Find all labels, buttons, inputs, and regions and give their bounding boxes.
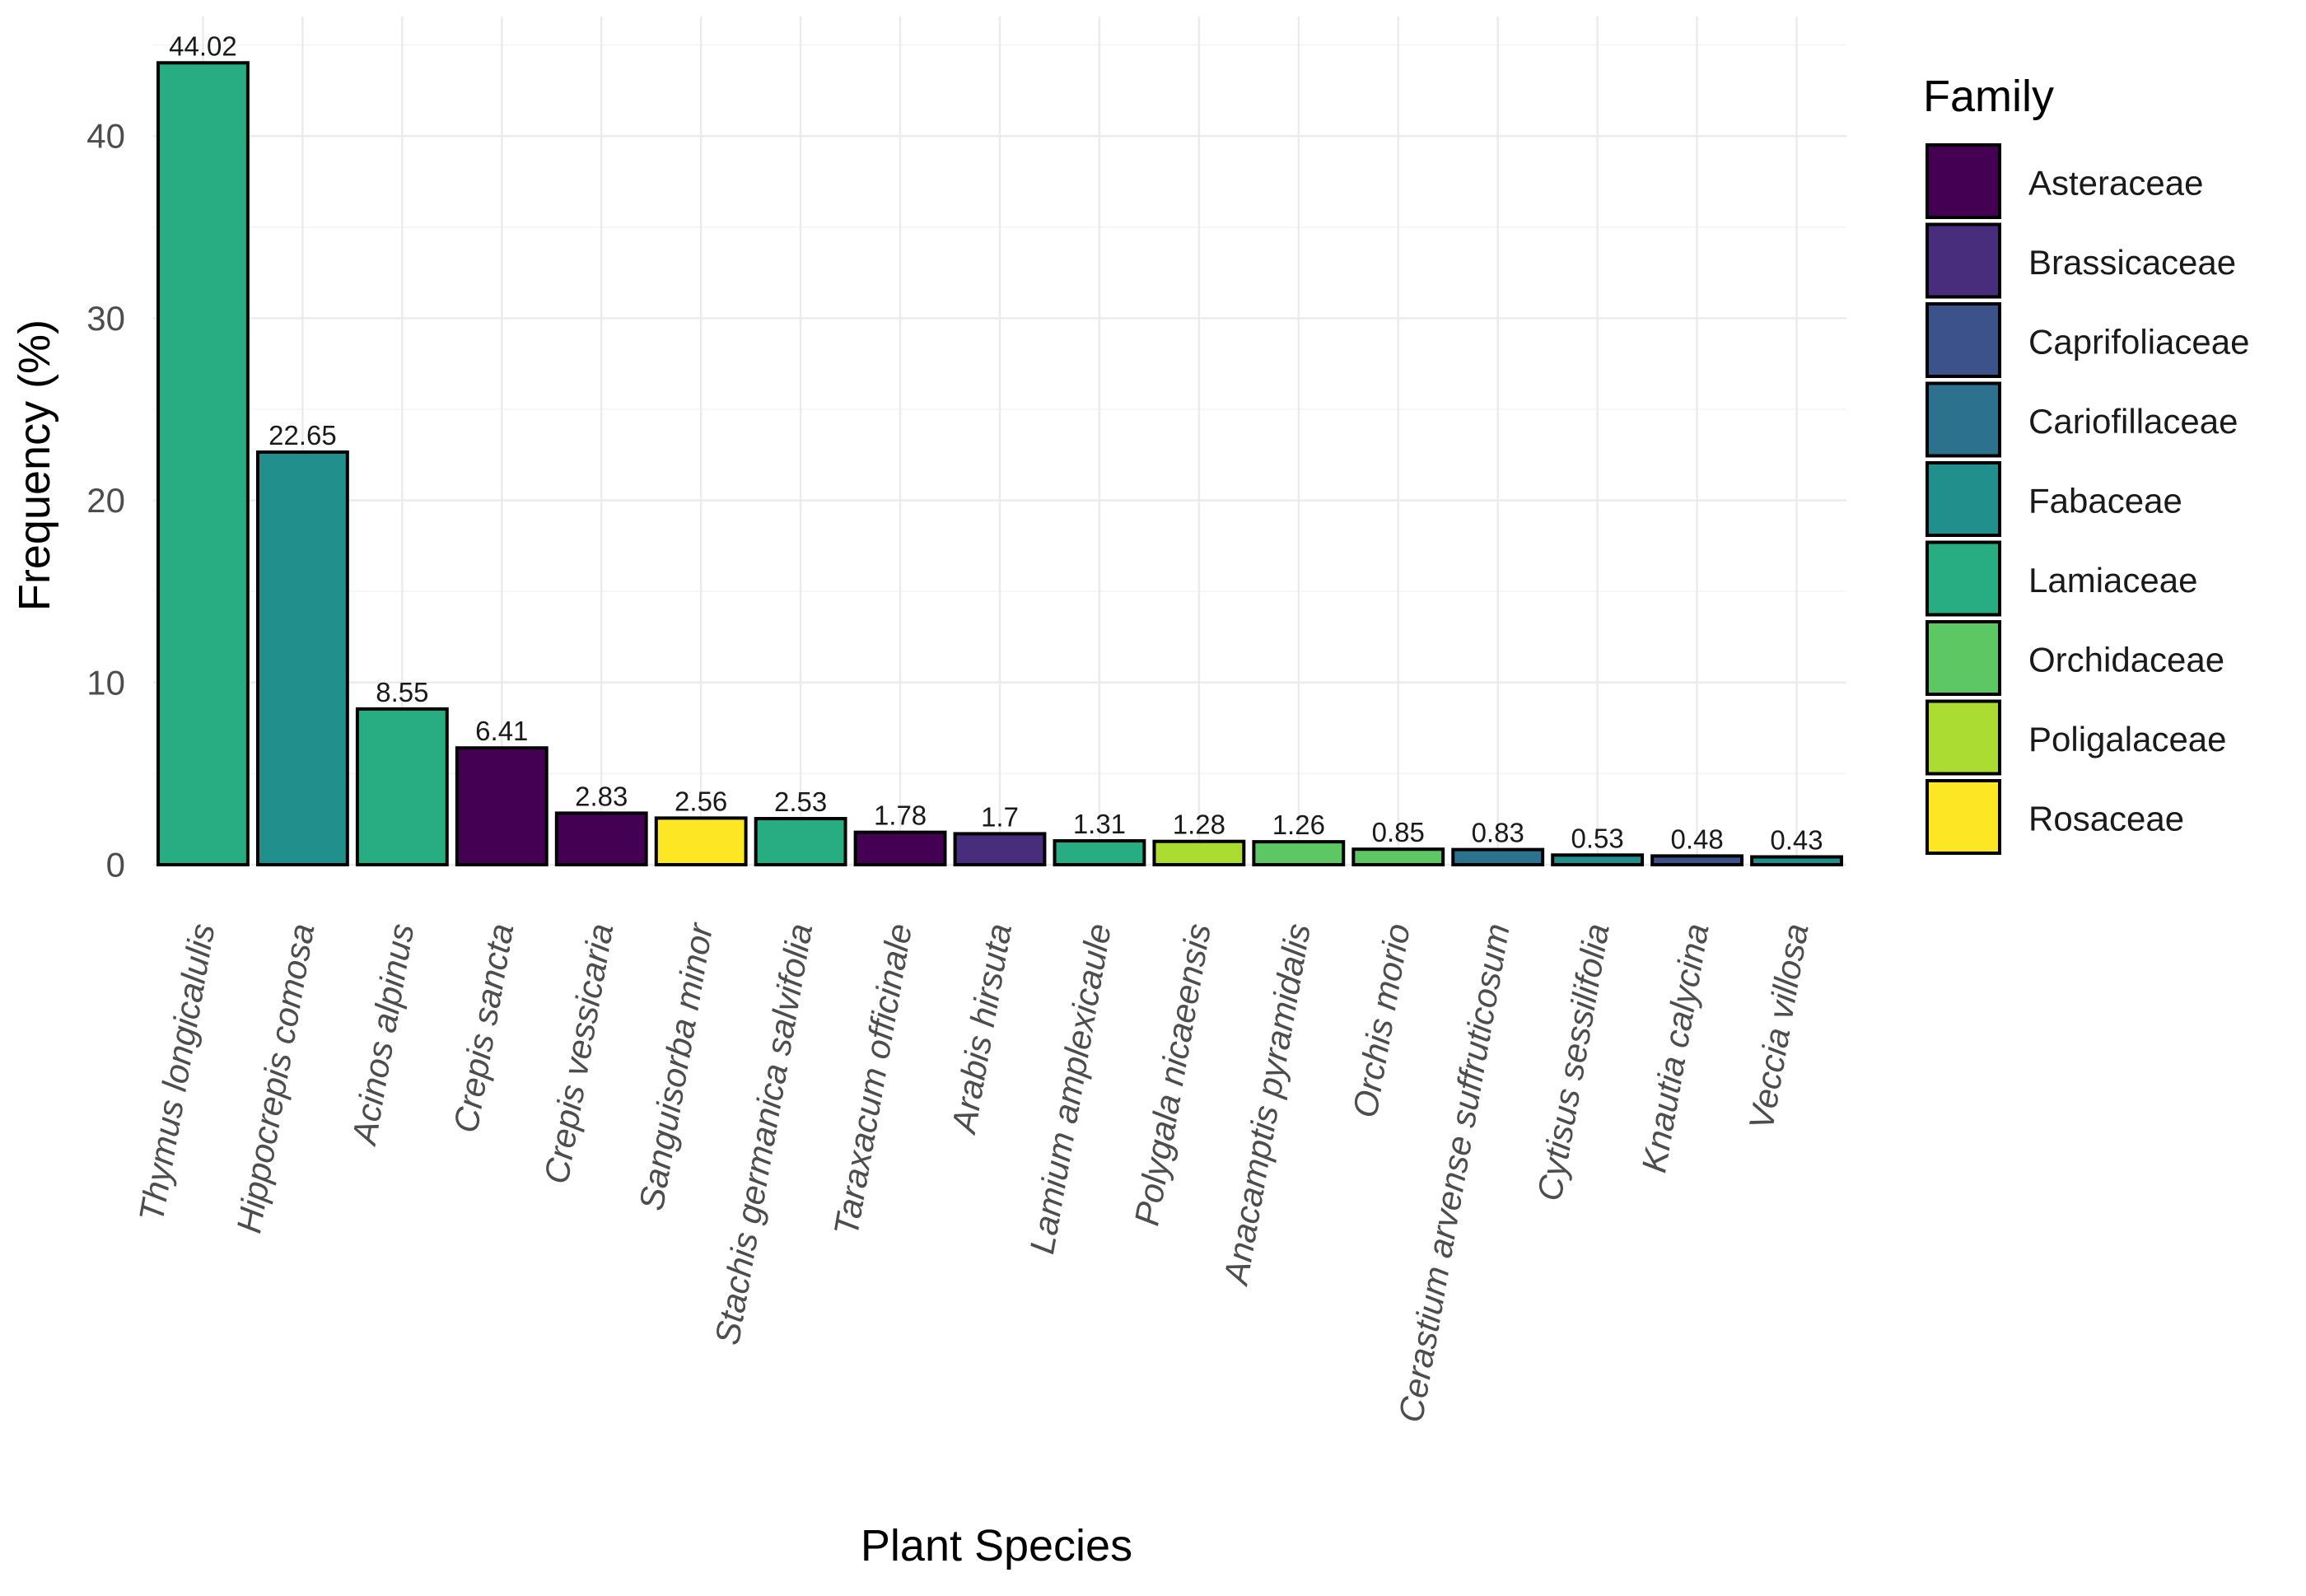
bar-value-label: 6.41 bbox=[475, 716, 528, 746]
x-tick-label: Crepis vessicaria bbox=[537, 921, 621, 1187]
x-tick-label: Taraxacum officinale bbox=[826, 921, 919, 1239]
legend-swatch bbox=[1926, 620, 2001, 696]
x-tick-label: Acinos alpinus bbox=[344, 921, 422, 1150]
bar-value-label: 2.56 bbox=[675, 786, 727, 816]
bar-value-label: 44.02 bbox=[169, 30, 237, 61]
legend-swatch bbox=[1926, 461, 2001, 537]
legend-swatch bbox=[1926, 699, 2001, 776]
y-axis: 0 10 20 30 40 bbox=[86, 117, 125, 884]
y-axis-title: Frequency (%) bbox=[10, 320, 59, 611]
bar bbox=[1750, 855, 1843, 867]
x-tick-label: Orchis morio bbox=[1345, 921, 1417, 1121]
bar bbox=[1451, 847, 1545, 866]
legend-swatch bbox=[1926, 222, 2001, 299]
legend-swatch bbox=[1926, 381, 2001, 458]
bar bbox=[1551, 853, 1645, 866]
bar-value-label: 2.53 bbox=[774, 786, 827, 817]
bar-value-label: 0.43 bbox=[1770, 824, 1823, 855]
bar-value-label: 1.28 bbox=[1173, 810, 1225, 840]
y-tick-label: 20 bbox=[86, 481, 125, 520]
legend-label: Asteraceae bbox=[2028, 164, 2203, 203]
legend-label: Lamiaceae bbox=[2028, 561, 2197, 600]
x-tick-label: Sanguisorba minor bbox=[632, 919, 721, 1213]
bar bbox=[255, 450, 349, 866]
bar-value-label: 1.78 bbox=[874, 800, 927, 831]
legend-title: Family bbox=[1923, 72, 2054, 121]
x-tick-label: Thymus longicalulis bbox=[132, 921, 222, 1225]
legend-swatch bbox=[1926, 540, 2001, 617]
legend-label: Poligalaceae bbox=[2028, 720, 2227, 758]
bars: 44.02 22.65 8.55 6.41 2.83 2.56 2.53 1.78 1.7 1.3… bbox=[156, 30, 1843, 867]
bar bbox=[156, 61, 250, 867]
bar bbox=[1351, 847, 1445, 866]
legend-swatch bbox=[1926, 779, 2001, 855]
x-tick-label: Cytisus sessilifolia bbox=[1529, 921, 1616, 1204]
bar bbox=[1650, 854, 1744, 867]
bar bbox=[1152, 839, 1246, 867]
bar bbox=[953, 832, 1047, 866]
legend-swatch bbox=[1926, 302, 2001, 378]
y-tick-label: 10 bbox=[86, 663, 125, 702]
legend-label: Rosaceae bbox=[2028, 800, 2184, 838]
bar-value-label: 0.48 bbox=[1670, 824, 1723, 854]
legend-label: Orchidaceae bbox=[2028, 641, 2224, 679]
x-tick-label: Knautia calycina bbox=[1634, 921, 1715, 1175]
y-tick-label: 40 bbox=[86, 117, 125, 156]
x-tick-label: Anacamptis pyramidalis bbox=[1216, 921, 1318, 1290]
x-tick-label: Hippocrepis comosa bbox=[229, 921, 321, 1236]
bar-value-label: 1.7 bbox=[981, 801, 1019, 832]
x-tick-label: Crepis sancta bbox=[446, 921, 521, 1136]
bar-value-label: 22.65 bbox=[268, 420, 337, 450]
x-tick-label: Polygala nicaeensis bbox=[1127, 921, 1218, 1229]
x-tick-label: Arabis hirsuta bbox=[944, 921, 1019, 1138]
legend-label: Caprifoliaceae bbox=[2028, 323, 2250, 362]
x-tick-label: Veccia villosa bbox=[1741, 921, 1815, 1132]
y-tick-label: 30 bbox=[86, 299, 125, 338]
x-axis-title: Plant Species bbox=[861, 1521, 1132, 1570]
x-axis: Thymus longicalulis Hippocrepis comosa Aci… bbox=[132, 919, 1816, 1426]
bar bbox=[455, 746, 548, 867]
bar bbox=[554, 811, 648, 866]
bar bbox=[1053, 839, 1146, 867]
bar-value-label: 1.31 bbox=[1073, 809, 1126, 839]
x-tick-label: Stachis germanica salvifolia bbox=[707, 921, 819, 1348]
legend-label: Cariofillaceae bbox=[2028, 402, 2238, 441]
bar bbox=[654, 816, 748, 867]
bar-value-label: 1.26 bbox=[1272, 810, 1325, 840]
bar-value-label: 2.83 bbox=[575, 781, 628, 811]
x-tick-label: Cerastium arvense suffruticosum bbox=[1391, 921, 1517, 1426]
y-tick-label: 0 bbox=[106, 846, 125, 884]
legend-label: Brassicaceae bbox=[2028, 243, 2236, 282]
x-tick-label: Lamium amplexicaule bbox=[1022, 921, 1118, 1257]
bar-value-label: 8.55 bbox=[376, 677, 428, 707]
bar bbox=[355, 707, 449, 867]
bar bbox=[754, 817, 847, 866]
bar-value-label: 0.53 bbox=[1571, 823, 1624, 853]
bar bbox=[1252, 840, 1346, 866]
legend-label: Fabaceae bbox=[2028, 482, 2182, 520]
bar-value-label: 0.85 bbox=[1372, 817, 1425, 847]
legend: Family Asteraceae Brassicaceae Caprifoliac… bbox=[1923, 72, 2250, 855]
bar-value-label: 0.83 bbox=[1472, 818, 1524, 848]
bar bbox=[853, 830, 947, 867]
legend-swatch bbox=[1926, 143, 2001, 219]
